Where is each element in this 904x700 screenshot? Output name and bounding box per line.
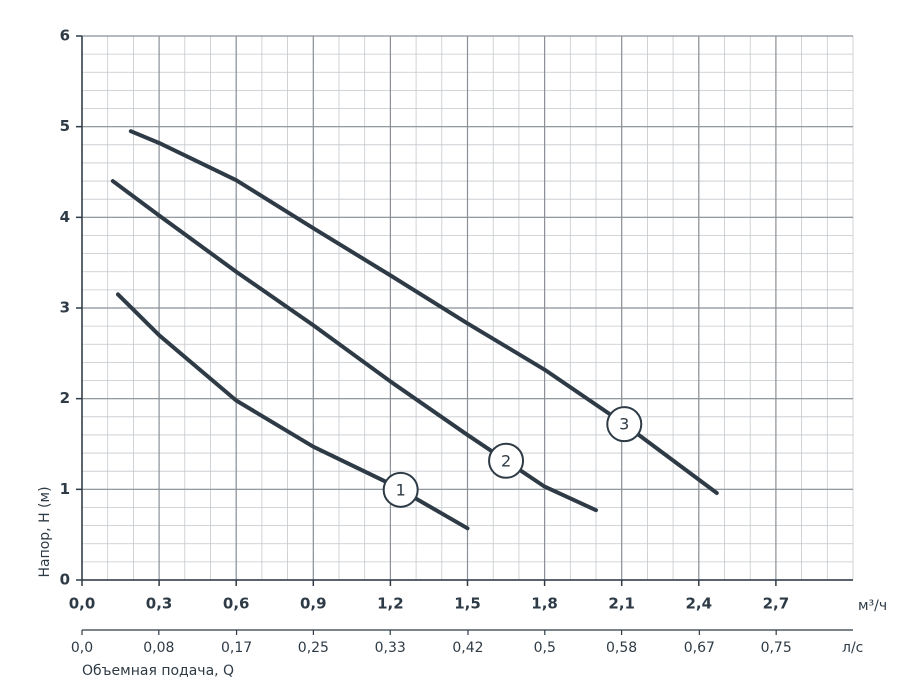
x2-tick-label: 0,58 xyxy=(606,640,637,656)
x-tick-label: 1,8 xyxy=(531,595,558,613)
curve xyxy=(128,129,719,495)
x2-unit: л/с xyxy=(842,640,863,656)
y-tick-label: 6 xyxy=(60,27,70,45)
x-tick-label: 1,5 xyxy=(454,595,481,613)
y-tick-label: 0 xyxy=(60,571,70,589)
curve-label: 1 xyxy=(396,480,406,499)
x2-tick-label: 0,75 xyxy=(761,640,792,656)
y-axis-label: Напор, H (м) xyxy=(37,486,53,577)
x-tick-label: 0,9 xyxy=(300,595,327,613)
y-tick-label: 5 xyxy=(60,117,70,135)
y-tick-label: 1 xyxy=(60,480,70,498)
x-tick-label: 0,3 xyxy=(146,595,173,613)
x-tick-label: 1,2 xyxy=(377,595,404,613)
x-tick-label: 0,0 xyxy=(69,595,96,613)
x-tick-label: 2,4 xyxy=(686,595,713,613)
x2-axis-label: Объемная подача, Q xyxy=(82,663,234,679)
curve-marker xyxy=(606,406,643,443)
x2-tick-label: 0,17 xyxy=(221,640,252,656)
x2-tick-label: 0,33 xyxy=(375,640,406,656)
x2-tick-label: 0,0 xyxy=(71,640,93,656)
curve xyxy=(110,179,598,513)
y-tick-label: 3 xyxy=(60,299,70,317)
x2-tick-label: 0,42 xyxy=(452,640,483,656)
x2-tick-label: 0,25 xyxy=(298,640,329,656)
y-tick-label: 4 xyxy=(60,208,70,226)
x2-tick-label: 0,67 xyxy=(684,640,715,656)
x2-tick-label: 0,08 xyxy=(143,640,174,656)
curve-label: 3 xyxy=(619,415,629,434)
y-tick-label: 2 xyxy=(60,389,70,407)
x-tick-label: 0,6 xyxy=(223,595,250,613)
curve-label: 2 xyxy=(501,451,511,470)
x-tick-label: 2,7 xyxy=(763,595,790,613)
curve-marker xyxy=(382,471,419,508)
x-tick-label: 2,1 xyxy=(608,595,635,613)
curve-marker xyxy=(488,442,525,479)
x2-tick-label: 0,5 xyxy=(534,640,556,656)
x-unit: м³/ч xyxy=(858,598,887,614)
